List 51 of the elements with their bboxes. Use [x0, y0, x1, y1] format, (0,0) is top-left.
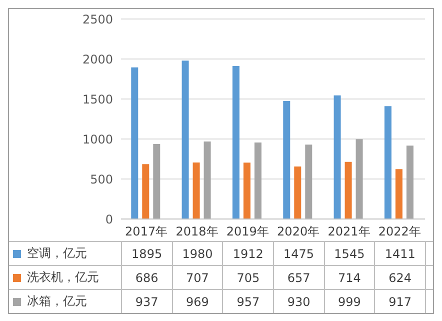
data-label: 1545 [324, 242, 376, 265]
data-label: 917 [375, 290, 426, 313]
bar [395, 169, 402, 219]
legend-label: 空调，亿元 [27, 245, 87, 262]
data-label: 1980 [172, 242, 224, 265]
y-tick-label: 1000 [82, 132, 113, 146]
data-label: 657 [274, 266, 325, 289]
y-tick-label: 0 [105, 212, 113, 226]
data-label: 937 [122, 290, 173, 313]
x-tick-label: 2018年 [176, 224, 218, 239]
data-label: 707 [172, 266, 224, 289]
bar [334, 95, 341, 219]
legend-label: 冰箱，亿元 [27, 293, 87, 310]
bar [356, 139, 363, 219]
bar [192, 162, 200, 219]
bar [344, 162, 352, 219]
data-label: 930 [274, 290, 325, 313]
x-tick-label: 2017年 [125, 224, 168, 239]
bar [204, 141, 211, 219]
data-label: 1912 [223, 242, 274, 265]
y-tick-label: 1500 [82, 92, 113, 106]
x-tick-label: 2019年 [226, 224, 269, 239]
data-label: 714 [324, 266, 376, 289]
bar [131, 67, 138, 219]
legend-label: 洗衣机，亿元 [27, 269, 99, 286]
bar [305, 144, 312, 219]
bar [142, 164, 150, 219]
y-tick-label: 2000 [82, 52, 113, 66]
y-tick-label: 2500 [82, 12, 113, 26]
bar [153, 144, 160, 219]
data-label: 705 [223, 266, 274, 289]
x-tick-label: 2020年 [277, 224, 320, 239]
y-tick-label: 500 [90, 172, 113, 186]
data-label: 1475 [274, 242, 325, 265]
bar [243, 162, 250, 219]
data-label: 1411 [375, 242, 426, 265]
bar [283, 101, 290, 219]
x-tick-label: 2022年 [378, 224, 421, 239]
data-label: 624 [375, 266, 426, 289]
data-label: 957 [223, 290, 274, 313]
bar [294, 166, 302, 219]
data-label: 999 [324, 290, 376, 313]
bar [384, 106, 392, 219]
data-label: 686 [122, 266, 173, 289]
x-tick-label: 2021年 [328, 224, 370, 239]
bar [406, 146, 414, 219]
bar [182, 60, 189, 219]
data-label: 969 [172, 290, 224, 313]
bar [232, 66, 240, 219]
bar [254, 142, 262, 219]
data-label: 1895 [122, 242, 173, 265]
